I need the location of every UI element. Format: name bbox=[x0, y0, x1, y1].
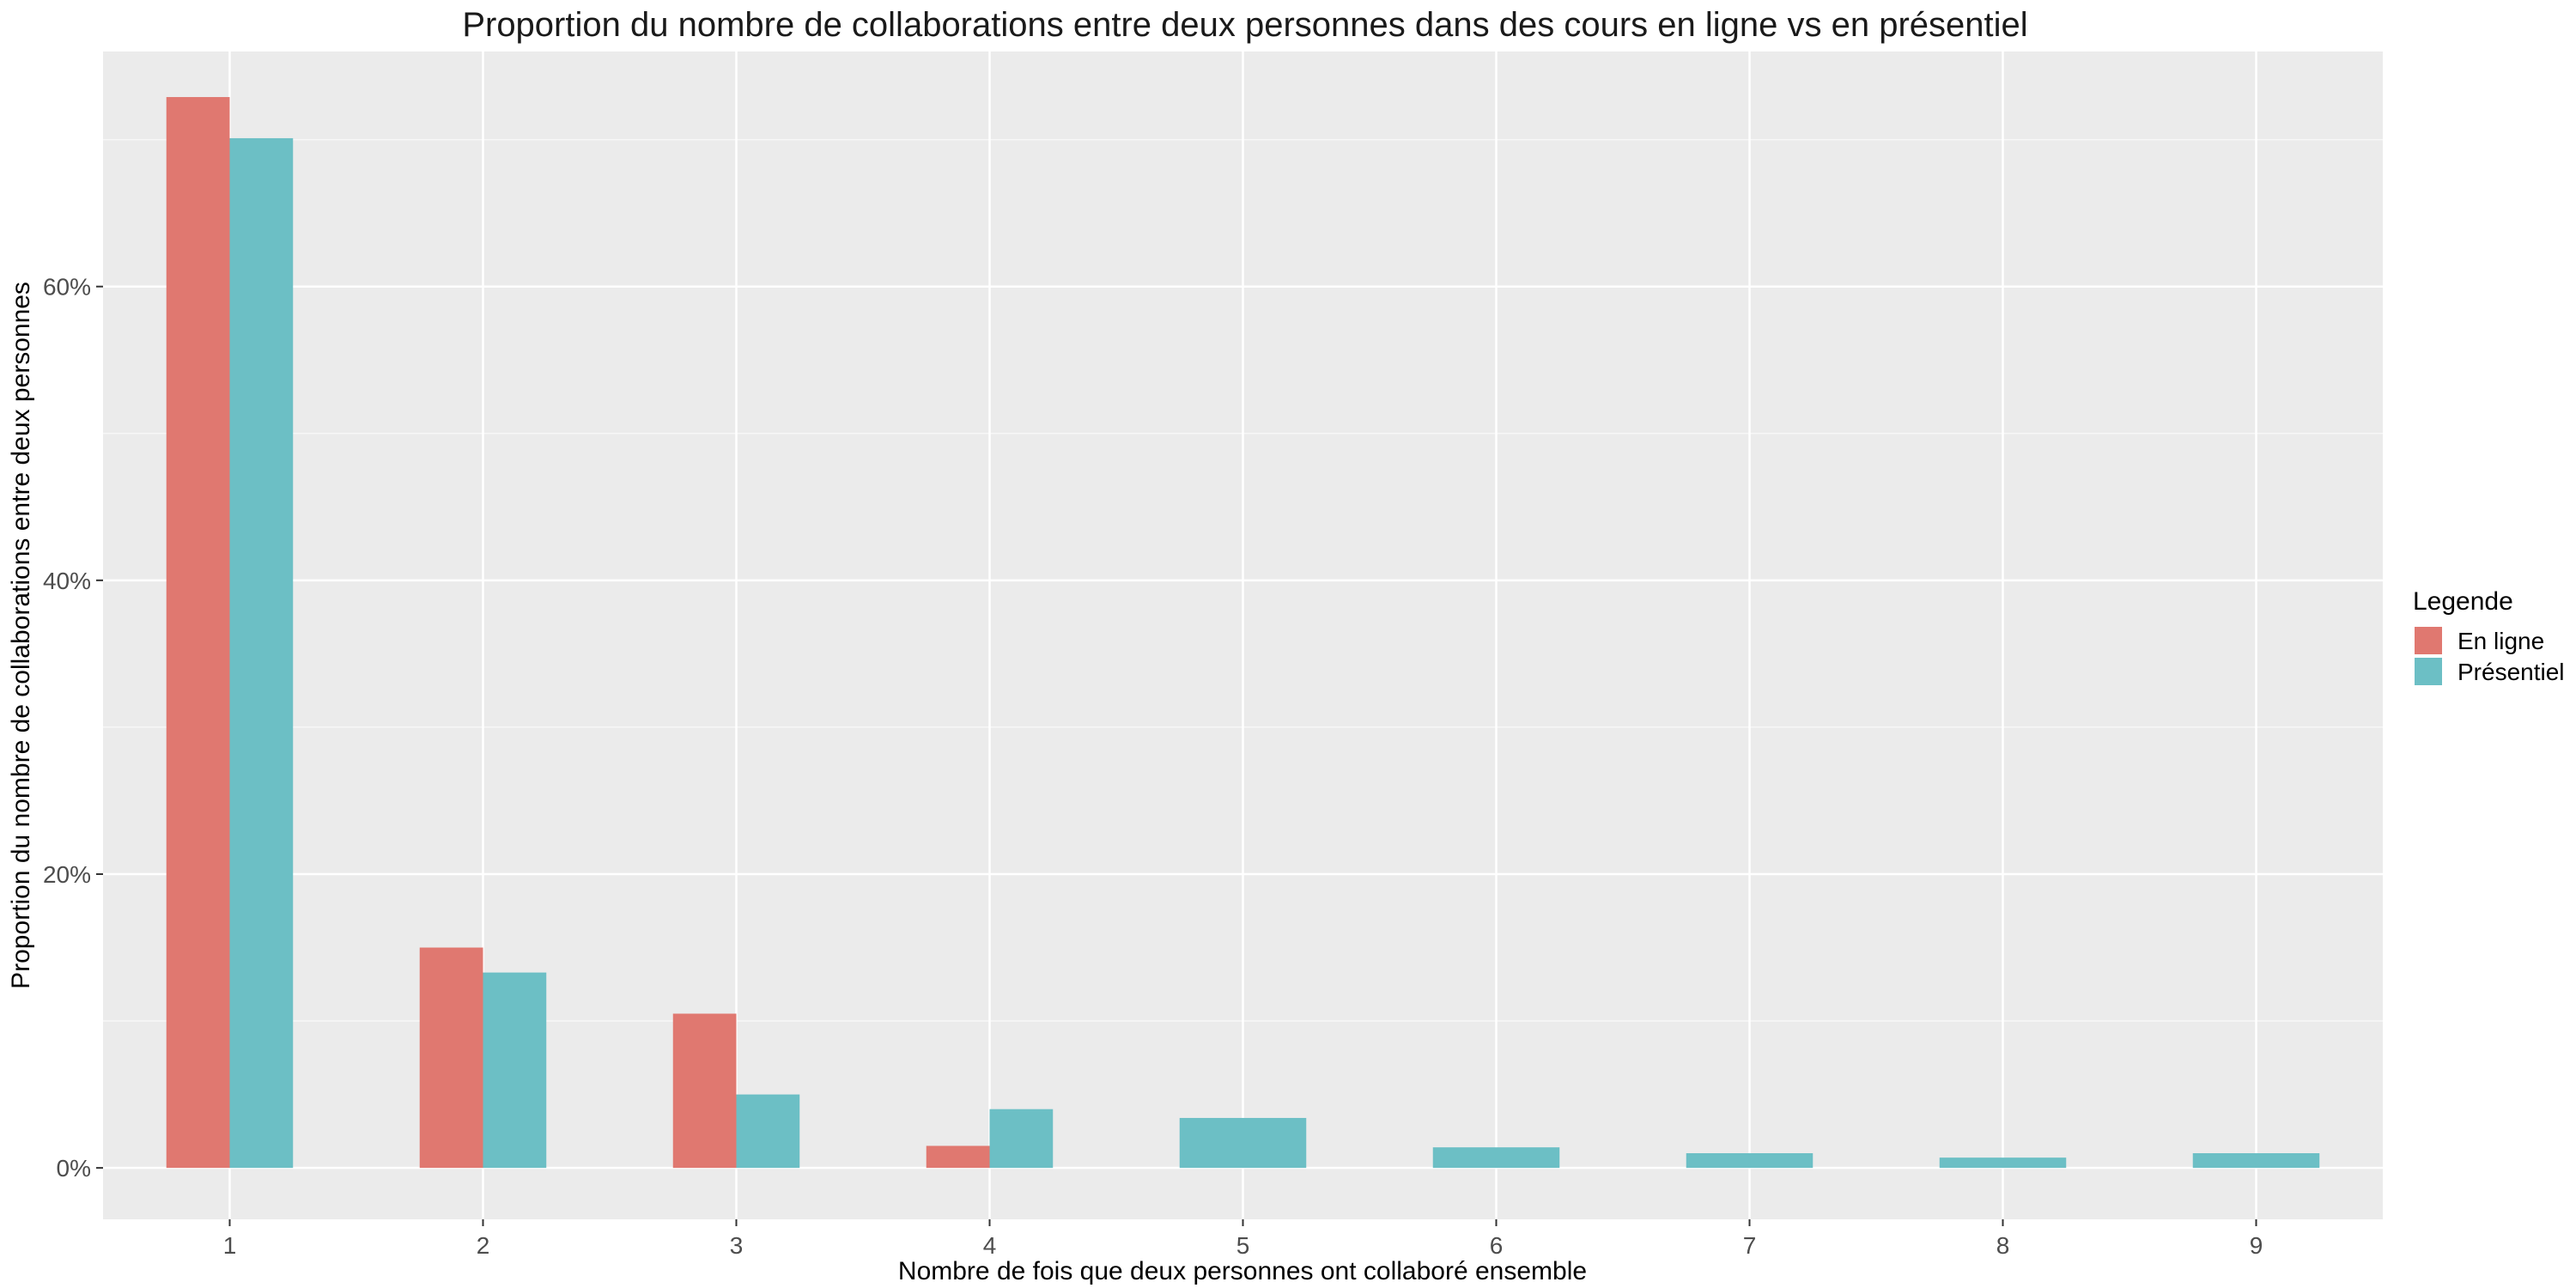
x-tick-label: 6 bbox=[1490, 1232, 1504, 1259]
x-tick-label: 5 bbox=[1236, 1232, 1250, 1259]
legend-label: Présentiel bbox=[2458, 659, 2565, 685]
x-tick-label: 3 bbox=[730, 1232, 744, 1259]
chart-title: Proportion du nombre de collaborations e… bbox=[462, 6, 2027, 44]
x-tick-label: 7 bbox=[1743, 1232, 1757, 1259]
bar-pr-sentiel-8 bbox=[1939, 1157, 2067, 1169]
bar-pr-sentiel-6 bbox=[1432, 1147, 1560, 1169]
bar-en-ligne-4 bbox=[926, 1145, 990, 1169]
legend-swatch bbox=[2415, 627, 2442, 654]
x-tick-label: 9 bbox=[2250, 1232, 2263, 1259]
legend-label: En ligne bbox=[2458, 628, 2544, 654]
x-axis: 1 2 3 4 5 6 7 8 9 bbox=[223, 1219, 2263, 1259]
bar-pr-sentiel-4 bbox=[989, 1109, 1054, 1169]
bar-pr-sentiel-7 bbox=[1686, 1153, 1814, 1169]
y-tick-label: 0% bbox=[57, 1155, 91, 1182]
bar-en-ligne-1 bbox=[166, 97, 230, 1169]
y-tick-label: 20% bbox=[43, 861, 91, 888]
bar-en-ligne-3 bbox=[672, 1013, 737, 1169]
bar-pr-sentiel-5 bbox=[1179, 1117, 1307, 1169]
y-tick-label: 40% bbox=[43, 568, 91, 594]
bar-pr-sentiel-9 bbox=[2192, 1153, 2320, 1169]
legend-title: Legende bbox=[2413, 587, 2513, 616]
y-tick-label: 60% bbox=[43, 274, 91, 301]
bar-pr-sentiel-3 bbox=[736, 1094, 800, 1169]
bar-pr-sentiel-2 bbox=[483, 972, 547, 1169]
x-axis-title: Nombre de fois que deux personnes ont co… bbox=[898, 1257, 1587, 1285]
legend: Legende En ligne Présentiel bbox=[2413, 587, 2565, 685]
x-tick-label: 8 bbox=[1996, 1232, 2010, 1259]
bars bbox=[166, 97, 2320, 1169]
bar-en-ligne-2 bbox=[419, 947, 483, 1169]
x-tick-label: 1 bbox=[223, 1232, 237, 1259]
y-axis: 0% 20% 40% 60% bbox=[43, 274, 103, 1182]
x-tick-label: 2 bbox=[477, 1232, 490, 1259]
y-axis-title: Proportion du nombre de collaborations e… bbox=[7, 282, 35, 989]
legend-swatch bbox=[2415, 658, 2442, 685]
bar-pr-sentiel-1 bbox=[229, 137, 294, 1169]
x-tick-label: 4 bbox=[983, 1232, 997, 1259]
